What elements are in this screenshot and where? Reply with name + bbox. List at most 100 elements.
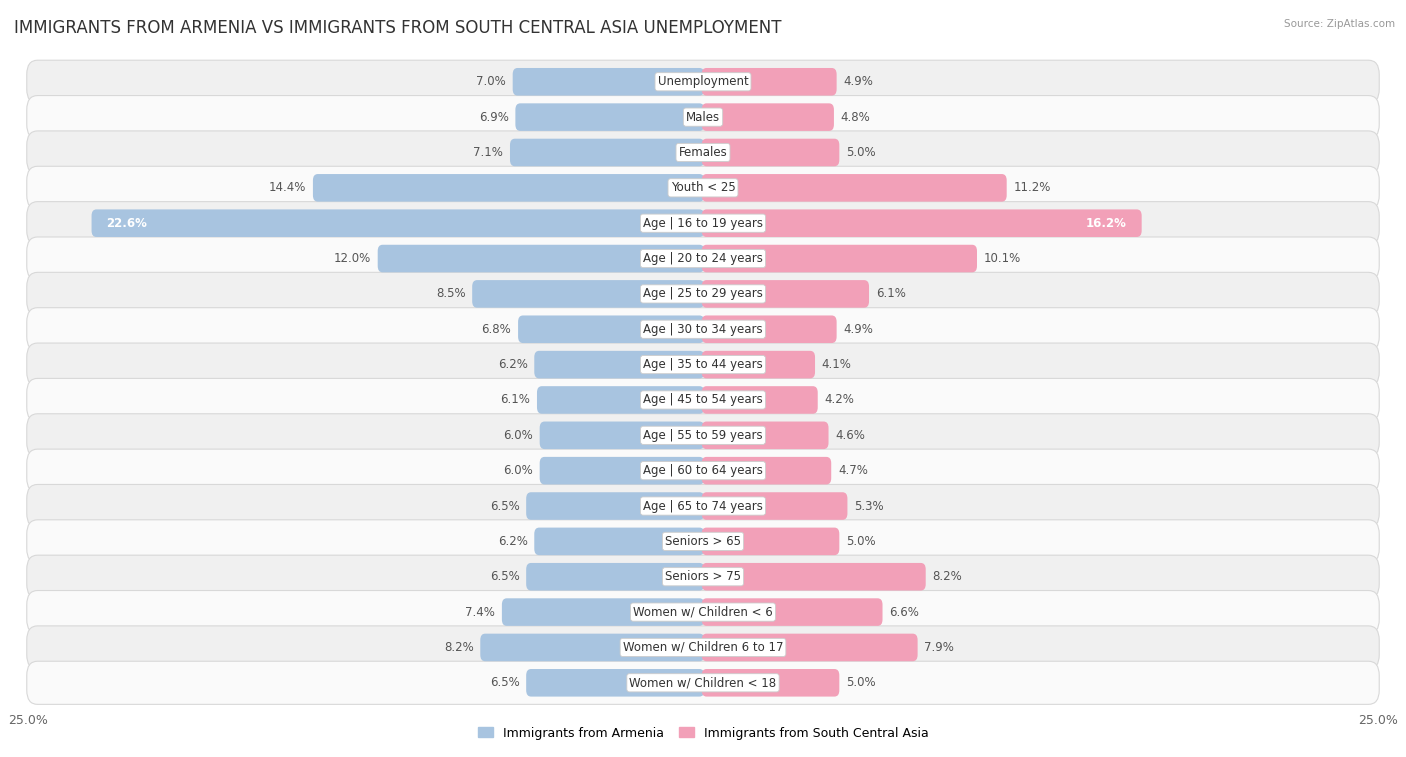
FancyBboxPatch shape	[702, 669, 839, 696]
FancyBboxPatch shape	[534, 528, 704, 555]
Text: 6.1%: 6.1%	[876, 288, 905, 301]
Text: 5.0%: 5.0%	[846, 146, 876, 159]
Text: 12.0%: 12.0%	[333, 252, 371, 265]
FancyBboxPatch shape	[27, 520, 1379, 563]
FancyBboxPatch shape	[702, 68, 837, 95]
Text: 5.0%: 5.0%	[846, 535, 876, 548]
FancyBboxPatch shape	[378, 245, 704, 273]
FancyBboxPatch shape	[27, 201, 1379, 245]
FancyBboxPatch shape	[702, 457, 831, 484]
Text: 5.3%: 5.3%	[855, 500, 884, 512]
Text: 11.2%: 11.2%	[1014, 182, 1050, 195]
Text: Age | 60 to 64 years: Age | 60 to 64 years	[643, 464, 763, 477]
FancyBboxPatch shape	[702, 280, 869, 307]
FancyBboxPatch shape	[27, 484, 1379, 528]
FancyBboxPatch shape	[702, 528, 839, 555]
FancyBboxPatch shape	[27, 378, 1379, 422]
FancyBboxPatch shape	[702, 316, 837, 343]
FancyBboxPatch shape	[27, 273, 1379, 316]
Text: Females: Females	[679, 146, 727, 159]
FancyBboxPatch shape	[27, 661, 1379, 704]
FancyBboxPatch shape	[702, 563, 925, 590]
FancyBboxPatch shape	[540, 422, 704, 449]
Text: 7.0%: 7.0%	[477, 75, 506, 89]
Text: 7.9%: 7.9%	[924, 641, 955, 654]
FancyBboxPatch shape	[702, 350, 815, 378]
Text: Age | 16 to 19 years: Age | 16 to 19 years	[643, 217, 763, 229]
FancyBboxPatch shape	[702, 598, 883, 626]
FancyBboxPatch shape	[517, 316, 704, 343]
Text: Unemployment: Unemployment	[658, 75, 748, 89]
Text: 8.2%: 8.2%	[444, 641, 474, 654]
Text: 6.2%: 6.2%	[498, 358, 527, 371]
Text: 4.7%: 4.7%	[838, 464, 868, 477]
FancyBboxPatch shape	[526, 669, 704, 696]
Text: IMMIGRANTS FROM ARMENIA VS IMMIGRANTS FROM SOUTH CENTRAL ASIA UNEMPLOYMENT: IMMIGRANTS FROM ARMENIA VS IMMIGRANTS FR…	[14, 19, 782, 37]
FancyBboxPatch shape	[513, 68, 704, 95]
Text: 4.1%: 4.1%	[821, 358, 852, 371]
Text: Seniors > 75: Seniors > 75	[665, 570, 741, 583]
FancyBboxPatch shape	[540, 457, 704, 484]
Text: 6.0%: 6.0%	[503, 428, 533, 442]
FancyBboxPatch shape	[27, 61, 1379, 104]
Text: 4.6%: 4.6%	[835, 428, 865, 442]
Text: 4.9%: 4.9%	[844, 75, 873, 89]
FancyBboxPatch shape	[702, 245, 977, 273]
Text: 6.1%: 6.1%	[501, 394, 530, 407]
FancyBboxPatch shape	[481, 634, 704, 661]
Text: 14.4%: 14.4%	[269, 182, 307, 195]
Text: Age | 30 to 34 years: Age | 30 to 34 years	[643, 322, 763, 336]
Text: 4.9%: 4.9%	[844, 322, 873, 336]
FancyBboxPatch shape	[27, 307, 1379, 350]
FancyBboxPatch shape	[534, 350, 704, 378]
Text: 6.5%: 6.5%	[489, 676, 519, 690]
Text: Age | 65 to 74 years: Age | 65 to 74 years	[643, 500, 763, 512]
FancyBboxPatch shape	[702, 386, 818, 414]
Text: 10.1%: 10.1%	[984, 252, 1021, 265]
FancyBboxPatch shape	[702, 174, 1007, 201]
Text: Age | 55 to 59 years: Age | 55 to 59 years	[643, 428, 763, 442]
Text: Women w/ Children < 18: Women w/ Children < 18	[630, 676, 776, 690]
Text: Women w/ Children 6 to 17: Women w/ Children 6 to 17	[623, 641, 783, 654]
FancyBboxPatch shape	[27, 95, 1379, 139]
FancyBboxPatch shape	[537, 386, 704, 414]
FancyBboxPatch shape	[27, 555, 1379, 598]
Text: 6.2%: 6.2%	[498, 535, 527, 548]
Text: 6.9%: 6.9%	[479, 111, 509, 123]
Text: 6.8%: 6.8%	[482, 322, 512, 336]
FancyBboxPatch shape	[27, 449, 1379, 492]
FancyBboxPatch shape	[91, 210, 704, 237]
Text: 16.2%: 16.2%	[1085, 217, 1126, 229]
Text: 7.4%: 7.4%	[465, 606, 495, 618]
FancyBboxPatch shape	[27, 626, 1379, 669]
FancyBboxPatch shape	[27, 237, 1379, 280]
Text: 6.0%: 6.0%	[503, 464, 533, 477]
FancyBboxPatch shape	[702, 139, 839, 167]
Text: Age | 25 to 29 years: Age | 25 to 29 years	[643, 288, 763, 301]
FancyBboxPatch shape	[27, 131, 1379, 174]
FancyBboxPatch shape	[472, 280, 704, 307]
FancyBboxPatch shape	[516, 104, 704, 131]
Text: Women w/ Children < 6: Women w/ Children < 6	[633, 606, 773, 618]
FancyBboxPatch shape	[27, 343, 1379, 386]
FancyBboxPatch shape	[702, 634, 918, 661]
FancyBboxPatch shape	[314, 174, 704, 201]
Legend: Immigrants from Armenia, Immigrants from South Central Asia: Immigrants from Armenia, Immigrants from…	[478, 727, 928, 740]
Text: Males: Males	[686, 111, 720, 123]
FancyBboxPatch shape	[702, 104, 834, 131]
Text: 6.5%: 6.5%	[489, 500, 519, 512]
Text: 7.1%: 7.1%	[474, 146, 503, 159]
Text: Source: ZipAtlas.com: Source: ZipAtlas.com	[1284, 19, 1395, 29]
Text: Age | 20 to 24 years: Age | 20 to 24 years	[643, 252, 763, 265]
FancyBboxPatch shape	[27, 590, 1379, 634]
FancyBboxPatch shape	[702, 210, 1142, 237]
Text: Seniors > 65: Seniors > 65	[665, 535, 741, 548]
FancyBboxPatch shape	[702, 492, 848, 520]
FancyBboxPatch shape	[27, 167, 1379, 210]
Text: 6.6%: 6.6%	[889, 606, 920, 618]
FancyBboxPatch shape	[526, 563, 704, 590]
Text: Age | 35 to 44 years: Age | 35 to 44 years	[643, 358, 763, 371]
FancyBboxPatch shape	[702, 422, 828, 449]
FancyBboxPatch shape	[27, 414, 1379, 457]
FancyBboxPatch shape	[502, 598, 704, 626]
